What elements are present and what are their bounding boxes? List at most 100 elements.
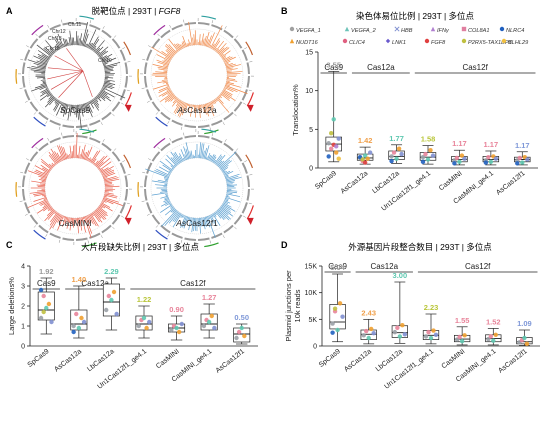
circos-bar — [44, 46, 54, 55]
data-point — [46, 301, 52, 307]
circos-bar — [214, 154, 222, 164]
circos-bar — [224, 199, 229, 202]
circos-bar — [163, 176, 169, 180]
circos-bar — [75, 31, 78, 46]
chromosome-tick — [211, 20, 214, 24]
circos-bar — [103, 85, 113, 90]
circos-bar — [54, 211, 57, 215]
circos-bar — [34, 83, 47, 89]
circos-bar — [201, 143, 205, 159]
legend-label: COL8A1 — [468, 28, 489, 34]
circos-bar — [221, 204, 231, 211]
circos-bar — [39, 86, 48, 90]
circos-bar — [203, 35, 207, 46]
circos-bar — [174, 212, 181, 222]
mean-label: 1.77 — [389, 134, 404, 143]
legend-marker — [385, 38, 391, 44]
circos-bar — [96, 51, 101, 55]
data-point — [491, 338, 496, 343]
chromosome-tick — [167, 234, 170, 237]
circos-bar — [87, 215, 92, 223]
circos-bar — [225, 176, 229, 178]
category-label: SpCas9 — [314, 170, 338, 191]
chromosome-tick — [209, 240, 211, 244]
circos-bar — [216, 154, 226, 166]
chromosome-segment — [223, 142, 234, 152]
circos-bar — [181, 42, 185, 48]
data-point — [329, 131, 334, 136]
chromosome-tick — [26, 158, 29, 161]
circos-bar — [151, 46, 172, 60]
data-point — [334, 150, 339, 155]
chromosome-color-arc — [155, 116, 168, 127]
circos-bar — [217, 47, 225, 55]
circos-bar — [69, 153, 71, 159]
circos-bar — [41, 89, 49, 94]
box-3: 1.58 — [419, 135, 437, 165]
panel-d-title: 外源基因片段整合数目 | 293T | 多位点 — [348, 242, 492, 252]
circos-bar — [199, 104, 201, 118]
y-tick-label: 10 — [305, 88, 313, 95]
chromosome-segment — [49, 119, 61, 126]
circos-bar — [104, 70, 114, 72]
circos-bar — [104, 193, 118, 197]
circos-bar — [69, 104, 72, 117]
circos-bar — [225, 198, 229, 200]
circos-bar — [85, 150, 90, 160]
circos-bar — [55, 99, 59, 105]
legend-marker — [424, 38, 430, 44]
circos-bar — [226, 190, 238, 192]
circos-bar — [188, 217, 192, 231]
circos-bar — [181, 44, 184, 49]
circos-bar — [157, 66, 168, 70]
chromosome-color-arc — [201, 128, 217, 133]
circos-bar — [173, 152, 181, 164]
chromosome-color-arc — [123, 154, 132, 169]
chromosome-segment — [101, 224, 112, 234]
chromosome-segment — [233, 38, 243, 49]
circos-bar — [181, 103, 187, 116]
circos-bar — [174, 151, 182, 163]
box-4: 0.90 — [168, 305, 186, 341]
circos-bar — [48, 163, 54, 168]
circos-bar — [69, 217, 72, 231]
circos-bar — [33, 71, 46, 73]
mean-label: 1.17 — [515, 141, 530, 150]
chromosome-segment — [184, 237, 196, 241]
data-point — [365, 156, 370, 161]
circos-bar — [54, 46, 58, 51]
circos-bar — [69, 30, 72, 46]
circos-bar — [34, 193, 46, 197]
circos-bar — [219, 159, 231, 169]
circos-bar — [168, 44, 177, 54]
circos-bar — [164, 45, 176, 55]
chromosome-tick — [248, 202, 252, 205]
circos-bar — [49, 97, 56, 106]
data-point — [483, 160, 489, 165]
data-point — [334, 144, 339, 149]
circos-bar — [155, 71, 168, 73]
circos-bar — [215, 98, 218, 102]
box-3: 2.23 — [422, 303, 440, 345]
circos-bar — [212, 156, 217, 163]
circos-bar — [80, 40, 83, 46]
circos-bar — [174, 101, 183, 115]
circos-bar — [83, 33, 89, 47]
circos-bar — [216, 97, 230, 113]
data-point — [38, 287, 44, 293]
circos-bar — [183, 215, 185, 218]
circos-bar — [104, 178, 120, 183]
circos-bar — [209, 215, 214, 224]
circos-bar — [82, 216, 85, 220]
category-label: AsCas12a — [53, 348, 83, 373]
circos-bar — [27, 199, 48, 208]
circos-bar — [170, 205, 173, 208]
circos-bar — [166, 53, 173, 58]
circos-bar — [201, 217, 204, 227]
circos-bar — [102, 200, 107, 203]
circos-bar — [223, 171, 227, 174]
data-point — [397, 334, 403, 339]
circos-bar — [167, 95, 176, 102]
circos-bar — [164, 178, 169, 181]
chromosome-segment — [29, 214, 39, 225]
